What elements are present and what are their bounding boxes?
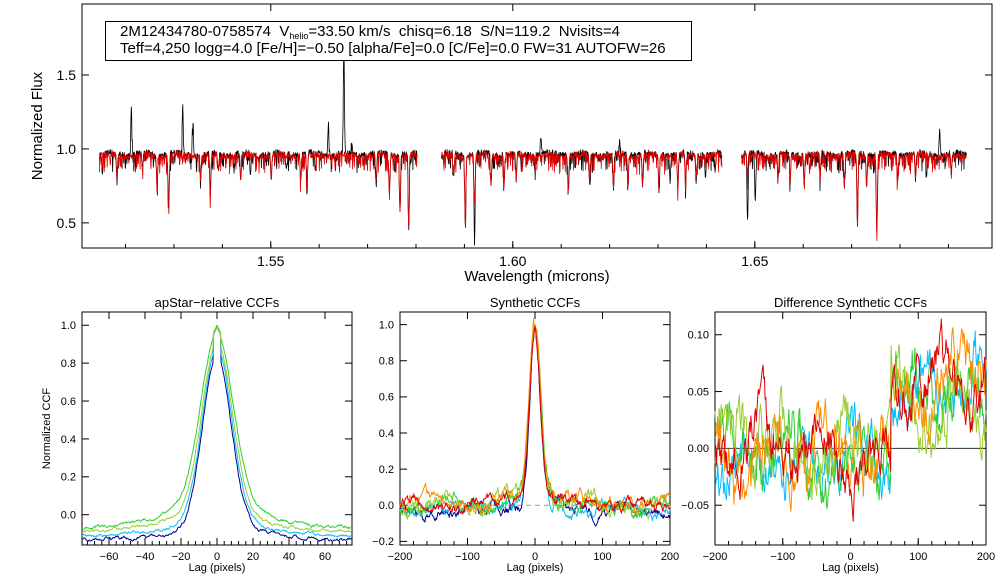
difference_ccf-xtick-label: −200 bbox=[703, 551, 728, 563]
synthetic_ccf-series-3 bbox=[399, 324, 671, 519]
apstar_ccf-xtick-label: −20 bbox=[172, 551, 191, 563]
apstar_ccf-lines bbox=[81, 324, 353, 542]
apstar_ccf-xlabel: Lag (pixels) bbox=[189, 562, 246, 574]
apstar_ccf-series-4 bbox=[81, 326, 353, 533]
apstar_ccf-ytick-label: 0.6 bbox=[61, 396, 76, 408]
spectrum-model-chip-1 bbox=[99, 150, 418, 228]
spectrum-xlabel: Wavelength (microns) bbox=[464, 268, 609, 285]
difference_ccf-series-1 bbox=[714, 330, 987, 502]
synthetic_ccf-ytick-label: 0.8 bbox=[379, 356, 394, 368]
spectrum-ytick-label: 1.5 bbox=[57, 67, 77, 83]
apstar_ccf-axes: −60 −40 −20 0 20 40 60 0.0 0.2 0.4 0.6 0.8 1.0 apStar… bbox=[41, 295, 353, 574]
synthetic_ccf-series-2 bbox=[399, 325, 671, 522]
difference_ccf-xtick-label: 0 bbox=[847, 551, 853, 563]
spectrum-xtick-label: 1.60 bbox=[499, 253, 526, 269]
synthetic_ccf-ytick-label: 0.4 bbox=[379, 428, 394, 440]
apstar_ccf-ytick-label: 1.0 bbox=[61, 320, 76, 332]
apstar_ccf-xtick-label: 60 bbox=[319, 551, 331, 563]
synthetic_ccf-ytick-label: −0.2 bbox=[372, 536, 394, 548]
synthetic_ccf-xtick-label: −100 bbox=[455, 551, 480, 563]
difference_ccf-axes: −200 −100 0 100 200 −0.05 0.00 0.05 0.10 Differen… bbox=[681, 295, 995, 574]
difference_ccf-series-5 bbox=[714, 318, 987, 522]
apstar_ccf-frame bbox=[81, 311, 353, 546]
spectrum-ylabel: Normalized Flux bbox=[29, 71, 46, 180]
apstar_ccf-ytick-label: 0.8 bbox=[61, 358, 76, 370]
apstar_ccf-xtick-label: 20 bbox=[247, 551, 259, 563]
difference_ccf-xlabel: Lag (pixels) bbox=[822, 562, 879, 574]
vhelio-subscript: helio bbox=[289, 31, 309, 41]
chisq-value: chisq=6.18 bbox=[398, 23, 472, 40]
difference_ccf-series-4 bbox=[714, 327, 987, 512]
apstar_ccf-series-1 bbox=[82, 326, 353, 542]
spectrum-model-chip-2 bbox=[441, 150, 723, 227]
difference_ccf-ytick-label: 0.00 bbox=[688, 443, 709, 455]
synthetic_ccf-xtick-label: −200 bbox=[388, 551, 413, 563]
vhelio-value: =33.50 km/s bbox=[308, 23, 391, 40]
spectrum-model-chip-3 bbox=[741, 150, 967, 242]
difference_ccf-ytick-label: −0.05 bbox=[681, 500, 709, 512]
snr-value: S/N=119.2 bbox=[480, 23, 551, 40]
apstar_ccf-xtick-label: −60 bbox=[100, 551, 119, 563]
apstar_ccf-ytick-label: 0.2 bbox=[61, 472, 76, 484]
apstar_ccf-series-2 bbox=[81, 326, 353, 538]
spectrum-lines bbox=[99, 45, 967, 246]
synthetic_ccf-frame bbox=[399, 311, 671, 546]
synthetic_ccf-xtick-label: 0 bbox=[532, 551, 538, 563]
apstar_ccf-ytick-label: 0.0 bbox=[61, 510, 76, 522]
spectrum-info-box: 2M12434780-0758574 Vhelio=33.50 km/s chi… bbox=[105, 21, 692, 61]
spectrum-observed-chip-2 bbox=[441, 137, 723, 246]
apstar_ccf-ytick-label: 0.4 bbox=[61, 434, 76, 446]
synthetic_ccf-series-4 bbox=[399, 325, 671, 520]
spectrum-ytick-label: 0.5 bbox=[57, 215, 77, 231]
difference_ccf-ytick-label: 0.10 bbox=[688, 330, 709, 342]
difference_ccf-xtick-label: −100 bbox=[770, 551, 795, 563]
spectrum-xtick-label: 1.55 bbox=[257, 253, 284, 269]
synthetic_ccf-ytick-label: 1.0 bbox=[379, 319, 394, 331]
difference_ccf-title: Difference Synthetic CCFs bbox=[774, 295, 927, 310]
synthetic_ccf-lines bbox=[399, 318, 671, 527]
synthetic_ccf-series-6 bbox=[399, 325, 671, 515]
synthetic_ccf-xlabel: Lag (pixels) bbox=[507, 562, 564, 574]
apstar_ccf-title: apStar−relative CCFs bbox=[155, 295, 280, 310]
spectrum-xtick-label: 1.65 bbox=[741, 253, 768, 269]
star-id: 2M12434780-0758574 bbox=[120, 23, 271, 40]
synthetic_ccf-axes: −200 −100 0 100 200 −0.2 0.0 0.2 0.4 0.6 0.8 1.0 Syn… bbox=[372, 295, 679, 574]
synthetic_ccf-title: Synthetic CCFs bbox=[490, 295, 581, 310]
nvisits-value: Nvisits=4 bbox=[558, 23, 620, 40]
difference_ccf-lines bbox=[714, 318, 987, 522]
apstar_ccf-xtick-label: 0 bbox=[214, 551, 220, 563]
spectrum-frame bbox=[81, 3, 993, 249]
info-line-1: 2M12434780-0758574 Vhelio=33.50 km/s chi… bbox=[120, 23, 691, 41]
synthetic_ccf-ytick-label: 0.2 bbox=[379, 464, 394, 476]
spectrum-observed-chip-1 bbox=[99, 45, 418, 231]
spectrum-ytick-label: 1.0 bbox=[57, 141, 77, 157]
difference_ccf-xtick-label: 100 bbox=[909, 551, 927, 563]
synthetic_ccf-xtick-label: 100 bbox=[593, 551, 611, 563]
apstar_ccf-xtick-label: 40 bbox=[283, 551, 295, 563]
synthetic_ccf-ytick-label: 0.6 bbox=[379, 392, 394, 404]
difference_ccf-ytick-label: 0.05 bbox=[688, 386, 709, 398]
difference_ccf-series-3 bbox=[714, 344, 987, 501]
spectrum-axes: 1.55 1.60 1.65 0.5 1.0 1.5 Wavelength (microns… bbox=[29, 3, 993, 285]
synthetic_ccf-ytick-label: 0.0 bbox=[379, 500, 394, 512]
synthetic_ccf-series-5 bbox=[399, 318, 671, 515]
apstar_ccf-xtick-label: −40 bbox=[136, 551, 155, 563]
info-line-2: Teff=4,250 logg=4.0 [Fe/H]=−0.50 [alpha/… bbox=[120, 40, 666, 57]
spectrum-observed-chip-3 bbox=[741, 128, 967, 232]
synthetic_ccf-xtick-label: 200 bbox=[661, 551, 679, 563]
difference_ccf-xtick-label: 200 bbox=[977, 551, 995, 563]
apstar_ccf-ylabel: Normalized CCF bbox=[41, 388, 53, 470]
apstar_ccf-series-3 bbox=[81, 324, 353, 531]
vhelio-label: V bbox=[279, 23, 290, 40]
